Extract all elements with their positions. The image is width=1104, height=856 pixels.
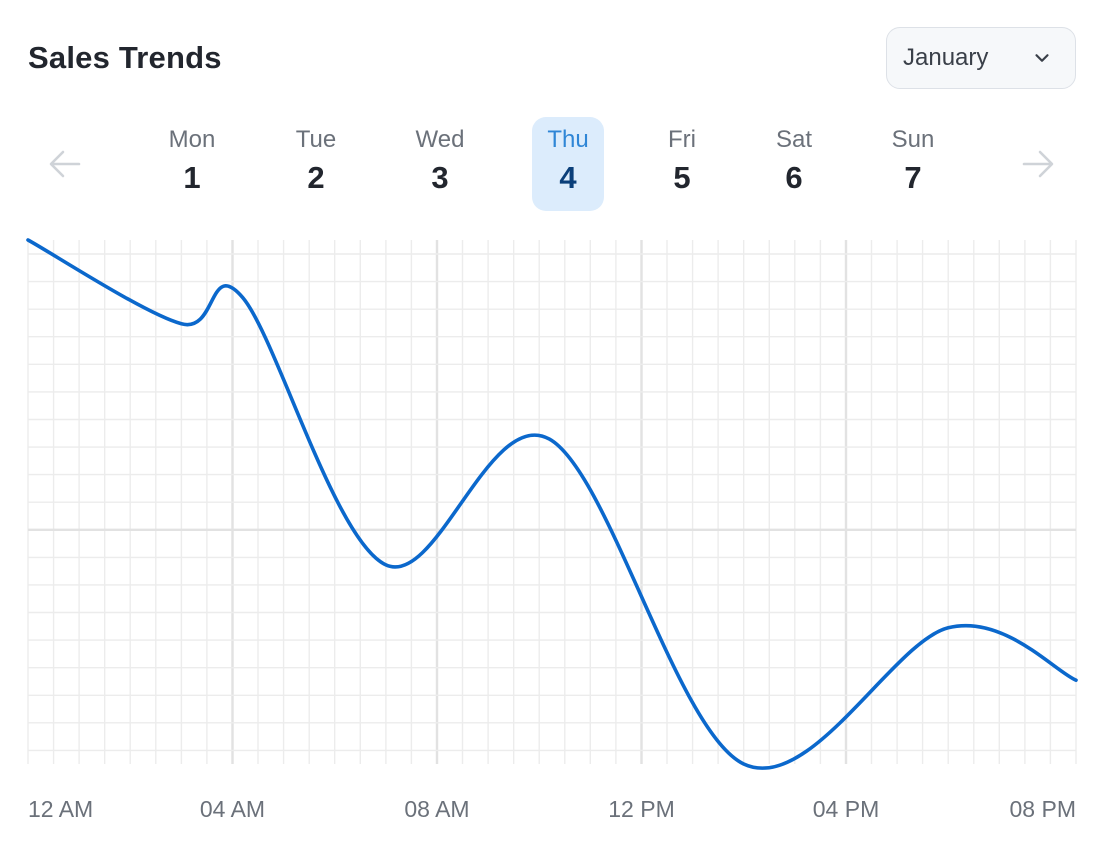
month-select[interactable]: January xyxy=(886,27,1076,89)
day-sun[interactable]: Sun 7 xyxy=(877,117,949,211)
day-number: 1 xyxy=(183,160,201,195)
day-name: Thu xyxy=(547,126,589,153)
month-select-value: January xyxy=(903,44,989,71)
x-tick-label: 12 PM xyxy=(608,796,674,822)
day-number: 4 xyxy=(559,160,577,195)
x-tick-label: 04 AM xyxy=(200,796,265,822)
x-axis-ticks: 12 AM 04 AM 08 AM 12 PM 04 PM 08 PM xyxy=(28,796,1076,822)
day-fri[interactable]: Fri 5 xyxy=(646,117,718,211)
day-name: Sat xyxy=(775,126,813,153)
day-sat[interactable]: Sat 6 xyxy=(758,117,830,211)
day-name: Wed xyxy=(415,126,465,153)
arrow-left-icon[interactable] xyxy=(47,146,83,182)
day-number: 3 xyxy=(431,160,449,195)
day-name: Sun xyxy=(891,126,935,153)
chevron-down-icon xyxy=(1035,54,1049,62)
day-number: 7 xyxy=(904,160,922,195)
x-tick-label: 04 PM xyxy=(813,796,879,822)
day-number: 2 xyxy=(307,160,325,195)
day-number: 5 xyxy=(673,160,691,195)
day-number: 6 xyxy=(785,160,803,195)
arrow-right-icon[interactable] xyxy=(1020,146,1056,182)
chart-grid xyxy=(27,240,1077,764)
day-name: Fri xyxy=(668,126,696,153)
chart-series xyxy=(26,238,1078,770)
day-tue[interactable]: Tue 2 xyxy=(280,117,352,211)
day-name: Mon xyxy=(168,126,216,153)
day-name: Tue xyxy=(295,126,337,153)
sales-line-chart: 12 AM 04 AM 08 AM 12 PM 04 PM 08 PM xyxy=(26,238,1078,822)
x-tick-label: 08 PM xyxy=(1010,796,1076,822)
x-tick-label: 12 AM xyxy=(28,796,93,822)
day-wed[interactable]: Wed 3 xyxy=(404,117,476,211)
day-thu[interactable]: Thu 4 xyxy=(532,117,604,211)
day-mon[interactable]: Mon 1 xyxy=(156,117,228,211)
page-title: Sales Trends xyxy=(28,40,222,75)
x-tick-label: 08 AM xyxy=(404,796,469,822)
series-line-0 xyxy=(26,238,1078,770)
